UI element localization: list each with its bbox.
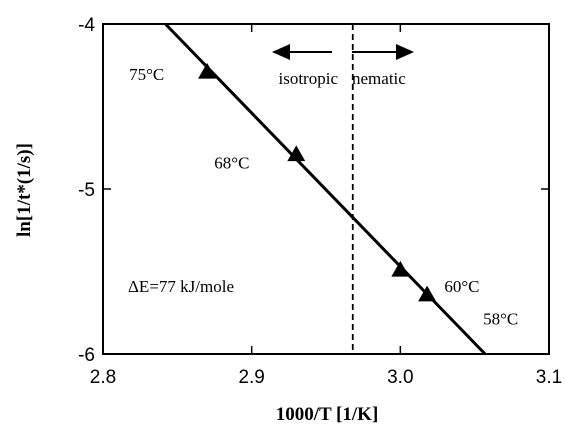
activation-energy-label: ΔE=77 kJ/mole xyxy=(128,277,234,296)
y-tick-label: -5 xyxy=(78,180,95,201)
x-tick-label: 2.8 xyxy=(90,367,116,388)
y-tick-label: -4 xyxy=(78,15,95,36)
data-point-triangle xyxy=(198,62,217,79)
x-tick-label: 2.9 xyxy=(238,367,264,388)
data-points xyxy=(198,62,437,302)
x-tick-label: 3.1 xyxy=(536,367,562,388)
nematic-arrow xyxy=(352,44,414,60)
x-axis-title: 1000/T [1/K] xyxy=(276,404,379,425)
point-temperature-label: 75°C xyxy=(129,65,164,84)
point-labels: 75°C 68°C 60°C58°C xyxy=(129,65,518,329)
data-point-triangle xyxy=(391,260,410,277)
axis-ticks: 2.8 2.9 3.0 3.1 -6 -5 -4 xyxy=(78,15,562,388)
y-axis-title: ln[1/t*(1/s)] xyxy=(14,143,35,237)
nematic-label: nematic xyxy=(352,69,406,88)
data-point-triangle xyxy=(287,145,306,162)
x-tick-label: 3.0 xyxy=(387,367,413,388)
point-temperature-label: 60°C xyxy=(444,277,479,296)
point-temperature-label: 58°C xyxy=(483,310,518,329)
point-temperature-label: 68°C xyxy=(214,153,249,172)
isotropic-label: isotropic xyxy=(279,69,339,88)
data-point-triangle xyxy=(418,285,437,302)
y-tick-label: -6 xyxy=(78,345,95,366)
isotropic-arrow xyxy=(272,44,332,60)
